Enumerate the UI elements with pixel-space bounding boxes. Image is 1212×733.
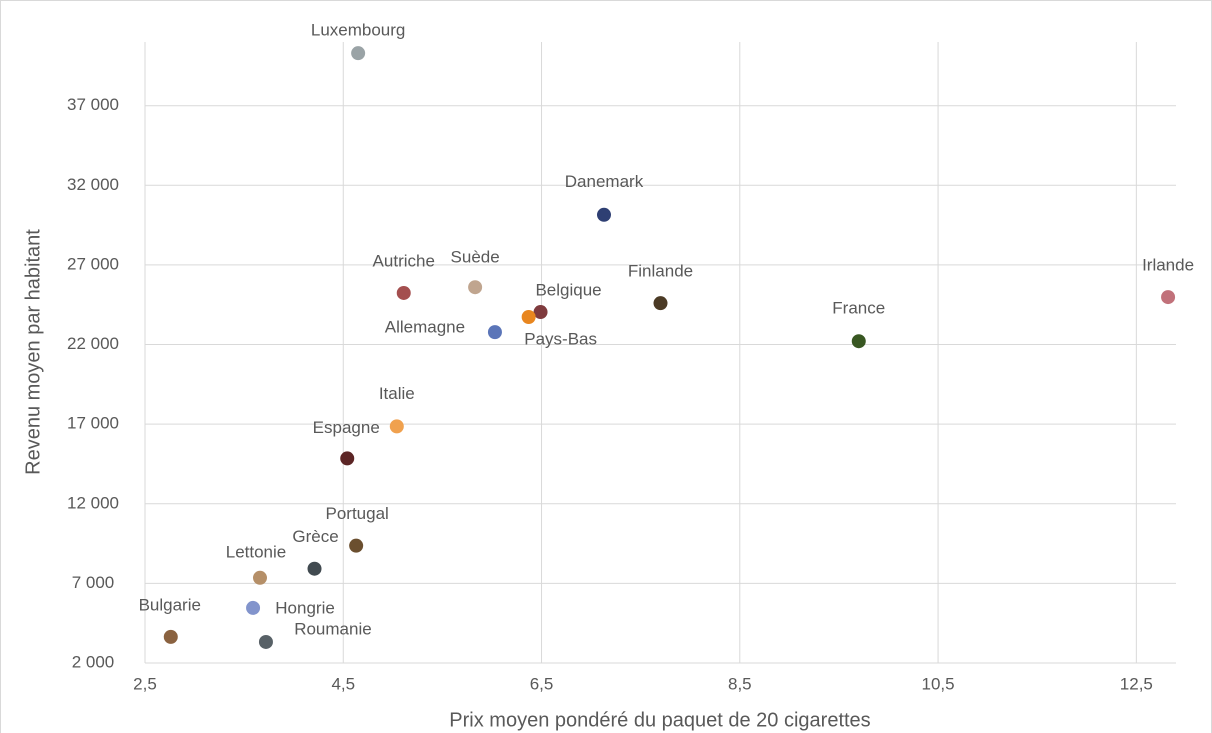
point (596, 207, 611, 222)
point-label: France (832, 299, 885, 318)
y-tick-label: 2 000 (72, 652, 115, 671)
x-tick-label: 4,5 (331, 674, 355, 693)
x-tick-label: 12,5 (1120, 674, 1153, 693)
point-label: Lettonie (226, 542, 287, 561)
point (307, 561, 322, 576)
y-tick-label: 22 000 (67, 334, 119, 353)
point (1161, 290, 1176, 305)
point (258, 634, 273, 649)
point (163, 629, 178, 644)
point (349, 538, 364, 553)
point-label: Pays-Bas (524, 329, 597, 348)
x-tick-label: 2,5 (133, 674, 157, 693)
point-label: Finlande (628, 262, 693, 281)
point-label: Hongrie (275, 598, 335, 617)
point-label: Irlande (1142, 256, 1194, 275)
point-label: Danemark (565, 172, 644, 191)
y-tick-label: 7 000 (72, 573, 115, 592)
point-label: Autriche (373, 251, 435, 270)
y-tick-label: 32 000 (67, 175, 119, 194)
point-label: Belgique (535, 281, 601, 300)
point (340, 451, 355, 466)
point-label: Luxembourg (311, 21, 406, 40)
point-label: Suède (451, 248, 500, 267)
x-axis-title: Prix moyen pondéré du paquet de 20 cigar… (449, 709, 870, 731)
point (533, 305, 548, 320)
point (653, 296, 668, 311)
point (246, 600, 261, 615)
point (487, 325, 502, 340)
point (521, 309, 536, 324)
y-tick-label: 37 000 (67, 95, 119, 114)
x-tick-label: 10,5 (922, 674, 955, 693)
y-tick-label: 27 000 (67, 254, 119, 273)
point-label: Roumanie (294, 619, 372, 638)
y-tick-label: 12 000 (67, 493, 119, 512)
point (851, 334, 866, 349)
point (389, 419, 404, 434)
point (252, 570, 267, 585)
y-axis-title: Revenu moyen par habitant (22, 229, 44, 475)
point (396, 285, 411, 300)
point-label: Bulgarie (139, 595, 201, 614)
point-label: Italie (379, 384, 415, 403)
point-label: Portugal (325, 504, 388, 523)
point (468, 280, 483, 295)
point-label: Allemagne (385, 318, 465, 337)
point-label: Espagne (313, 418, 380, 437)
x-tick-label: 6,5 (530, 674, 554, 693)
x-tick-label: 8,5 (728, 674, 752, 693)
point (351, 46, 366, 61)
point-label: Grèce (292, 527, 338, 546)
y-tick-label: 17 000 (67, 414, 119, 433)
